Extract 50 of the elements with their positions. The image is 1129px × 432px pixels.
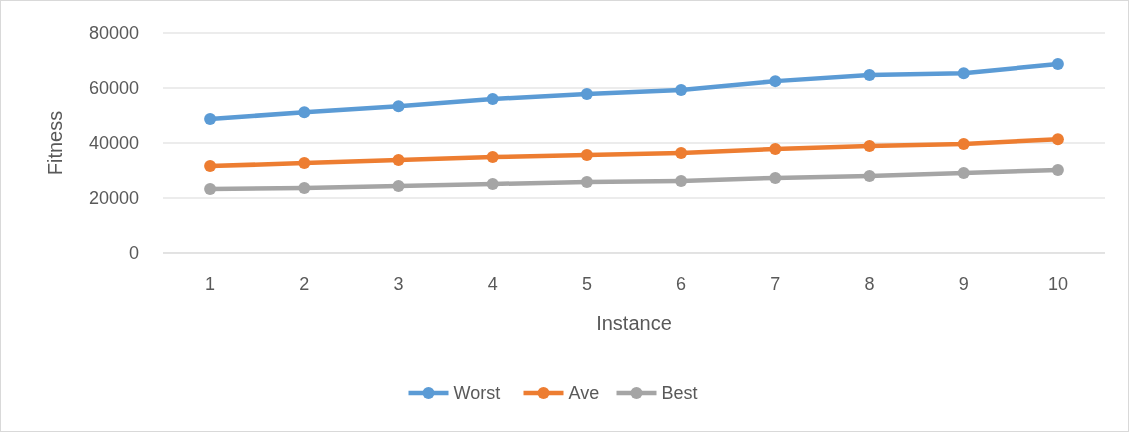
point	[486, 93, 499, 105]
y-tick-label: 60000	[88, 78, 139, 99]
point	[675, 174, 688, 187]
point	[863, 170, 876, 182]
point	[769, 75, 782, 88]
point	[580, 149, 593, 162]
x-tick-label: 5	[581, 274, 592, 294]
x-axis-title: Instance	[596, 312, 672, 334]
point	[1051, 163, 1064, 176]
point	[298, 182, 311, 195]
x-tick-label: 2	[299, 274, 310, 294]
point	[769, 171, 782, 184]
y-tick-label: 0	[128, 243, 139, 264]
x-tick-label: 9	[958, 274, 969, 294]
point	[486, 151, 499, 164]
x-tick-label: 7	[770, 274, 781, 294]
point	[957, 67, 970, 80]
y-tick-label: 80000	[88, 23, 139, 44]
point	[1051, 58, 1064, 71]
y-tick-label: 40000	[88, 133, 139, 154]
point	[204, 182, 217, 195]
point	[1051, 133, 1064, 146]
point	[957, 166, 970, 179]
y-tick-label: 20000	[88, 188, 139, 209]
point	[392, 179, 405, 192]
legend-label: Best	[661, 383, 698, 404]
point	[392, 154, 405, 167]
point	[204, 160, 217, 173]
legend-label: Worst	[453, 383, 501, 404]
point	[580, 88, 593, 101]
point	[486, 177, 499, 190]
point	[769, 143, 782, 156]
legend-label: Ave	[568, 383, 600, 404]
x-tick-label: 6	[676, 274, 687, 294]
point	[675, 83, 688, 96]
x-tick-label: 3	[393, 274, 404, 294]
y-axis-title: Fitness	[44, 110, 66, 176]
x-tick-label: 1	[205, 274, 216, 294]
point	[298, 106, 311, 119]
x-tick-label: 4	[487, 274, 498, 294]
x-tick-label: 8	[864, 274, 875, 294]
point	[675, 146, 688, 159]
x-tick-label: 10	[1047, 274, 1068, 294]
point	[392, 100, 405, 113]
point	[580, 176, 593, 189]
point	[298, 157, 311, 170]
point	[957, 138, 970, 151]
point	[863, 140, 876, 153]
point	[863, 69, 876, 82]
point	[204, 113, 217, 126]
